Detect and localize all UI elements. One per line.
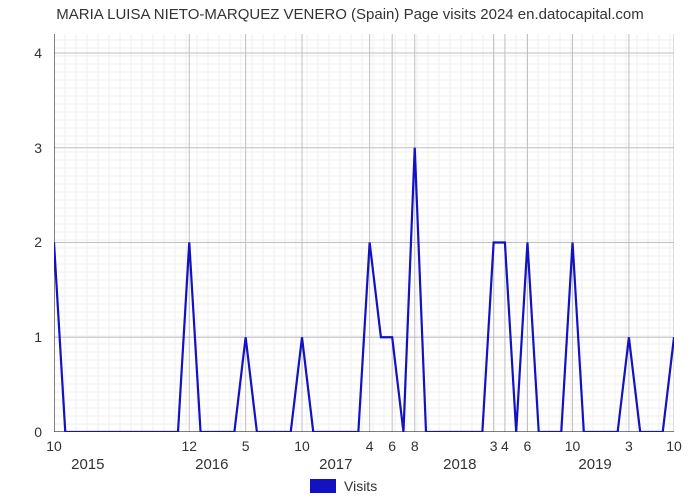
x-tick-label: 8 — [395, 438, 435, 454]
x-tick-label: 10 — [654, 438, 694, 454]
x-category-label: 2015 — [58, 456, 118, 473]
y-tick-label: 4 — [0, 45, 42, 61]
chart-title: MARIA LUISA NIETO-MARQUEZ VENERO (Spain)… — [0, 6, 700, 23]
x-tick-label: 10 — [553, 438, 593, 454]
legend-label: Visits — [344, 478, 377, 494]
x-category-label: 2016 — [182, 456, 242, 473]
y-tick-label: 1 — [0, 329, 42, 345]
x-tick-label: 5 — [226, 438, 266, 454]
x-category-label: 2018 — [430, 456, 490, 473]
x-tick-label: 10 — [282, 438, 322, 454]
x-tick-label: 10 — [34, 438, 74, 454]
x-tick-label: 3 — [609, 438, 649, 454]
x-category-label: 2017 — [306, 456, 366, 473]
x-tick-label: 6 — [507, 438, 547, 454]
chart-plot — [54, 34, 674, 432]
y-tick-label: 3 — [0, 140, 42, 156]
legend-swatch — [310, 479, 336, 493]
x-category-label: 2019 — [565, 456, 625, 473]
y-tick-label: 2 — [0, 234, 42, 250]
series-line — [54, 148, 674, 432]
x-tick-label: 12 — [169, 438, 209, 454]
legend: Visits — [310, 478, 377, 494]
